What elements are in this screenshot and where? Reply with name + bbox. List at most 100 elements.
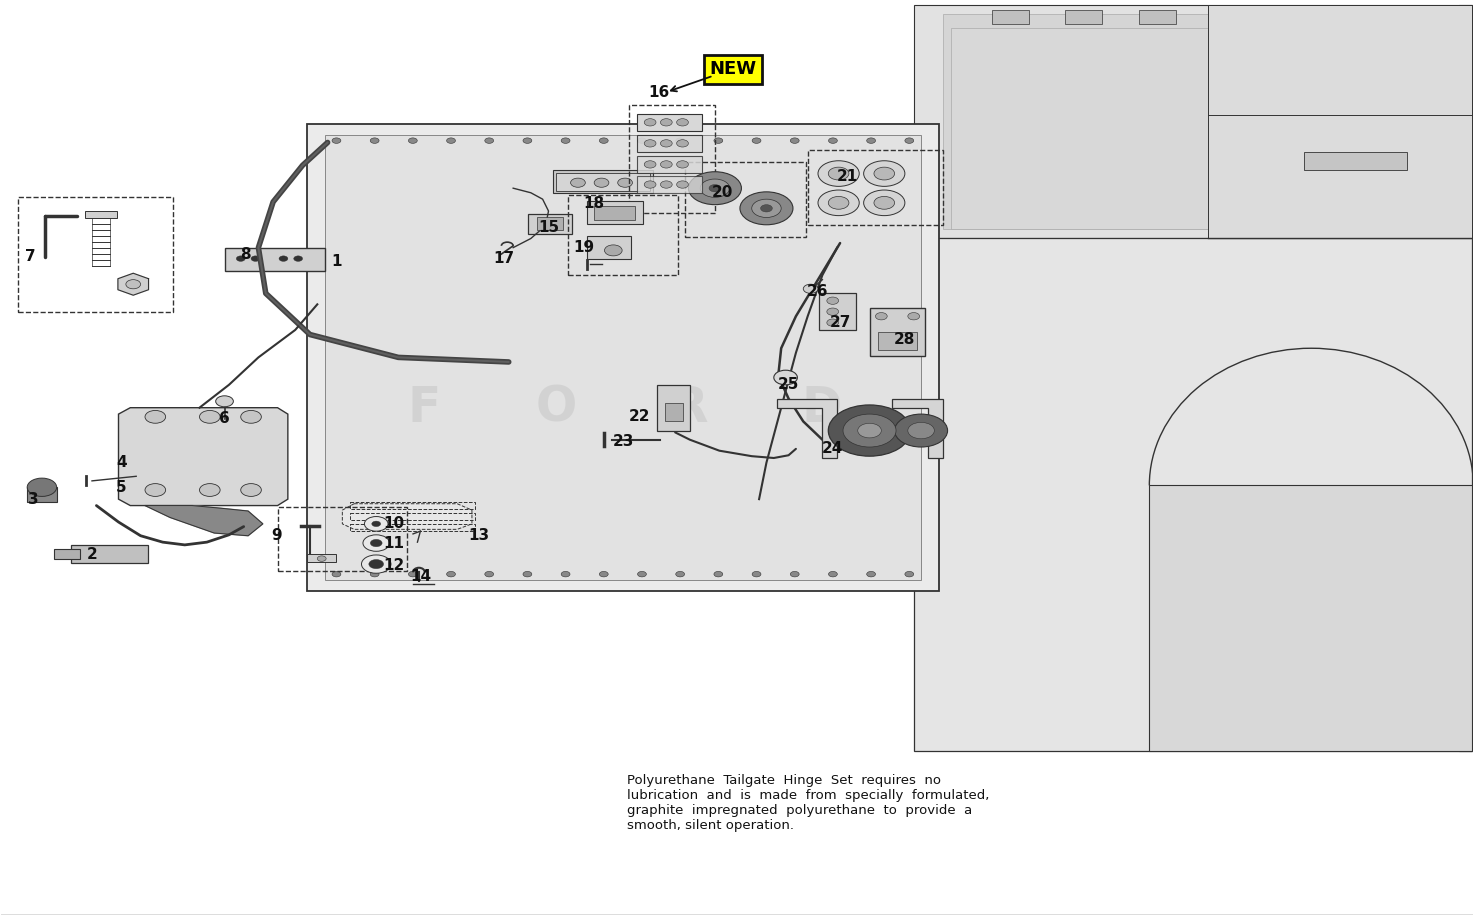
Circle shape: [828, 405, 911, 456]
Circle shape: [790, 572, 799, 577]
Text: 7: 7: [25, 249, 35, 265]
Circle shape: [752, 138, 761, 144]
Circle shape: [818, 160, 859, 186]
Polygon shape: [943, 15, 1459, 229]
Circle shape: [644, 160, 656, 168]
Circle shape: [790, 138, 799, 144]
Circle shape: [523, 572, 532, 577]
Circle shape: [447, 138, 455, 144]
Circle shape: [867, 572, 876, 577]
Text: 19: 19: [573, 240, 594, 256]
Bar: [1419, 10, 1456, 24]
Text: 5: 5: [116, 480, 127, 495]
Circle shape: [876, 312, 887, 320]
Text: 8: 8: [240, 246, 251, 262]
Circle shape: [675, 572, 684, 577]
Text: 24: 24: [822, 442, 843, 456]
Polygon shape: [914, 5, 1473, 238]
Bar: [587, 235, 631, 258]
Circle shape: [293, 256, 302, 261]
Text: R: R: [671, 384, 708, 431]
Circle shape: [700, 179, 730, 197]
Circle shape: [660, 119, 672, 126]
Bar: [537, 217, 563, 230]
Bar: [665, 403, 682, 421]
Circle shape: [774, 370, 797, 385]
Polygon shape: [71, 545, 147, 563]
Circle shape: [874, 196, 895, 209]
Bar: [307, 554, 336, 562]
Polygon shape: [53, 550, 80, 559]
Bar: [587, 201, 643, 224]
Text: 4: 4: [116, 455, 127, 470]
Circle shape: [251, 256, 259, 261]
Circle shape: [677, 140, 688, 147]
Circle shape: [594, 178, 609, 187]
Polygon shape: [307, 125, 939, 591]
Circle shape: [858, 423, 881, 438]
Circle shape: [240, 410, 261, 423]
Circle shape: [864, 190, 905, 215]
Text: 9: 9: [271, 529, 282, 543]
Text: 1: 1: [332, 254, 342, 269]
Circle shape: [125, 279, 140, 289]
Circle shape: [827, 297, 839, 304]
Circle shape: [317, 556, 326, 562]
Text: Polyurethane  Tailgate  Hinge  Set  requires  no
lubrication  and  is  made  fro: Polyurethane Tailgate Hinge Set requires…: [626, 773, 989, 832]
Text: 18: 18: [584, 196, 604, 212]
Text: D: D: [802, 384, 842, 431]
Circle shape: [604, 245, 622, 256]
Circle shape: [370, 572, 379, 577]
Bar: [820, 293, 856, 330]
Circle shape: [908, 312, 920, 320]
Circle shape: [828, 196, 849, 209]
Bar: [224, 247, 324, 270]
Circle shape: [570, 178, 585, 187]
Bar: [556, 172, 650, 191]
Bar: [553, 169, 653, 192]
Circle shape: [523, 138, 532, 144]
Circle shape: [828, 167, 849, 180]
Text: 10: 10: [383, 517, 404, 531]
Bar: [992, 10, 1029, 24]
Circle shape: [447, 572, 455, 577]
Circle shape: [27, 478, 56, 496]
Bar: [1213, 10, 1250, 24]
Text: 13: 13: [469, 529, 489, 543]
Bar: [637, 136, 702, 152]
Circle shape: [368, 560, 383, 569]
Circle shape: [371, 521, 380, 527]
Circle shape: [864, 160, 905, 186]
Circle shape: [740, 191, 793, 224]
Circle shape: [600, 572, 609, 577]
Bar: [637, 157, 702, 172]
Polygon shape: [118, 408, 287, 506]
Text: 3: 3: [28, 492, 38, 507]
Circle shape: [332, 138, 340, 144]
Bar: [1361, 10, 1397, 24]
Text: 20: 20: [712, 185, 733, 201]
Polygon shape: [324, 136, 921, 580]
Circle shape: [644, 140, 656, 147]
Polygon shape: [1304, 152, 1408, 169]
Text: 17: 17: [494, 251, 514, 267]
Bar: [1287, 10, 1324, 24]
Polygon shape: [777, 398, 837, 458]
Circle shape: [370, 138, 379, 144]
Circle shape: [618, 178, 632, 187]
Circle shape: [675, 138, 684, 144]
Bar: [657, 385, 690, 431]
Circle shape: [562, 572, 570, 577]
Text: 15: 15: [538, 220, 559, 235]
Polygon shape: [84, 211, 116, 218]
Circle shape: [144, 410, 165, 423]
Circle shape: [803, 284, 818, 293]
Bar: [18, 197, 172, 311]
Circle shape: [644, 180, 656, 188]
Circle shape: [752, 199, 781, 217]
Text: 22: 22: [629, 409, 650, 424]
Circle shape: [370, 540, 382, 547]
Text: 26: 26: [808, 284, 828, 299]
Text: 27: 27: [830, 315, 850, 330]
Text: 2: 2: [87, 547, 97, 562]
